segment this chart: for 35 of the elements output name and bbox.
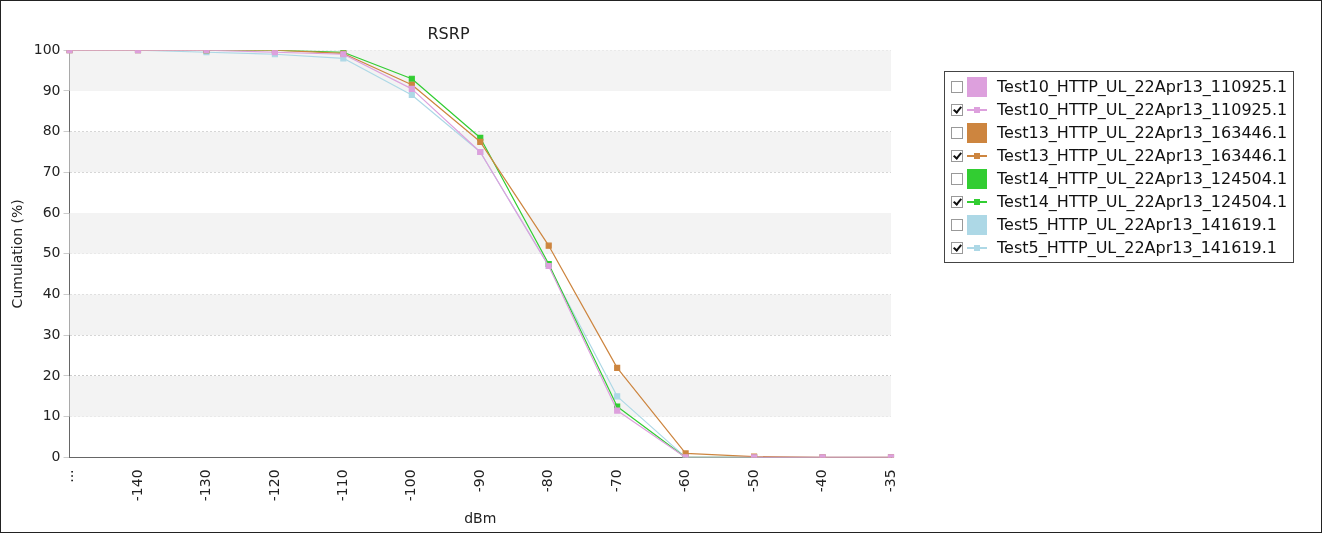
x-tick-label: -130 xyxy=(197,469,214,502)
x-tick-label: -110 xyxy=(333,469,350,502)
text: Test10_HTTP_UL_22Apr13_110925.1 xyxy=(997,100,1288,119)
y-tick-label: 80 xyxy=(42,122,61,139)
y-tick-label: 70 xyxy=(42,163,61,180)
legend-label: Test14_HTTP_UL_22Apr13_124504.1 xyxy=(997,169,1288,188)
y-tick-label: 0 xyxy=(51,448,61,465)
legend-label: Test13_HTTP_UL_22Apr13_163446.1 xyxy=(997,123,1288,142)
y-tick-label: 90 xyxy=(42,81,61,98)
y-tick-label: 100 xyxy=(33,40,61,57)
y-tick-label: 50 xyxy=(42,244,61,261)
chart-title: RSRP xyxy=(427,23,470,43)
x-axis-title: dBm xyxy=(464,510,497,527)
x-tick-label: -140 xyxy=(128,469,145,502)
x-tick-label: -70 xyxy=(607,469,624,493)
x-tick-label: -120 xyxy=(265,469,282,502)
y-tick-label: 30 xyxy=(42,325,61,342)
x-tick-label: -50 xyxy=(744,469,761,493)
y-axis-title: Cumulation (%) xyxy=(9,199,26,309)
x-tick-label: ... xyxy=(60,469,77,483)
x-tick-label: -80 xyxy=(539,469,556,493)
x-tick-label: -35 xyxy=(881,469,898,493)
x-tick-label: -100 xyxy=(402,469,419,502)
y-tick-label: 20 xyxy=(42,366,61,383)
x-tick-label: -40 xyxy=(813,469,830,493)
legend-label: Test5_HTTP_UL_22Apr13_141619.1 xyxy=(997,215,1277,234)
y-tick-label: 60 xyxy=(42,203,61,220)
x-tick-label: -90 xyxy=(470,469,487,493)
y-tick-label: 10 xyxy=(42,407,61,424)
x-tick-label: -60 xyxy=(676,469,693,493)
legend-label: Test10_HTTP_UL_22Apr13_110925.1 xyxy=(997,77,1288,96)
text: Test5_HTTP_UL_22Apr13_141619.1 xyxy=(997,238,1277,257)
y-tick-label: 40 xyxy=(42,285,61,302)
text: Test14_HTTP_UL_22Apr13_124504.1 xyxy=(997,192,1288,211)
text: Test13_HTTP_UL_22Apr13_163446.1 xyxy=(997,146,1288,165)
